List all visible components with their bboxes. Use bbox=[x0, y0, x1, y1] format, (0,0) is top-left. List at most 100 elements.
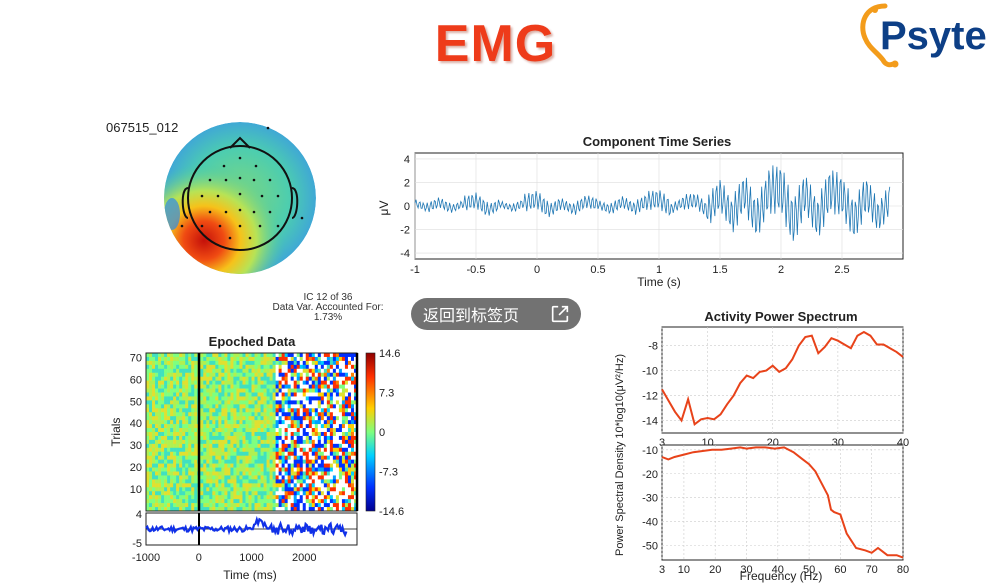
colorbar-tick: -7.3 bbox=[379, 467, 398, 479]
epoched-y-tick: 60 bbox=[130, 374, 142, 386]
colorbar-tick: 7.3 bbox=[379, 388, 394, 400]
time-series-y-tick: 0 bbox=[404, 201, 410, 213]
spectrum-y-tick: -14 bbox=[642, 416, 658, 428]
spectrum-top-axes bbox=[661, 326, 904, 434]
time-series-title: Component Time Series bbox=[583, 134, 732, 149]
colorbar-tick: 14.6 bbox=[379, 348, 400, 360]
time-series-y-tick: -4 bbox=[400, 248, 410, 260]
back-to-tab-label: 返回到标签页 bbox=[423, 306, 520, 325]
erp-line bbox=[145, 515, 348, 539]
electrode-dot bbox=[200, 194, 204, 198]
colorbar-tick: 0 bbox=[379, 427, 385, 439]
epoched-x-tick: 0 bbox=[196, 552, 202, 564]
erp-y-tick: 4 bbox=[136, 509, 142, 521]
electrode-dot bbox=[266, 126, 270, 130]
colorbar-tick: -14.6 bbox=[379, 506, 404, 518]
spectrum-y-tick: -12 bbox=[642, 391, 658, 403]
time-series-x-tick: -0.5 bbox=[467, 264, 486, 276]
time-series-y-tick: -2 bbox=[400, 225, 410, 237]
nose-outline bbox=[229, 136, 251, 149]
electrode-dot bbox=[238, 156, 242, 160]
electrode-dot bbox=[208, 178, 212, 182]
back-to-tab-button[interactable]: 返回到标签页 bbox=[411, 298, 581, 330]
electrode-dot bbox=[224, 178, 228, 182]
spectrum-x-tick: 70 bbox=[866, 564, 878, 576]
right-ear-outline bbox=[291, 187, 299, 219]
scalp-topography-map bbox=[164, 122, 316, 274]
electrode-dot bbox=[268, 178, 272, 182]
left-ear-outline bbox=[181, 187, 189, 219]
electrode-dot bbox=[218, 224, 222, 228]
spectrum-x-tick: 3 bbox=[659, 437, 665, 449]
electrode-dot bbox=[224, 210, 228, 214]
time-series-y-tick: 2 bbox=[404, 177, 410, 189]
electrode-dot bbox=[300, 216, 304, 220]
activity-power-spectrum-plot: Activity Power Spectrum 3 10 20 30 40 -8 -10 -… bbox=[614, 309, 909, 583]
time-series-x-tick: 2 bbox=[778, 264, 784, 276]
electrode-dot bbox=[228, 236, 232, 240]
spectrum-ylabel: Power Spectral Density 10*log10(μV²/Hz) bbox=[614, 354, 626, 556]
electrode-dot bbox=[258, 224, 262, 228]
spectrum-x-tick: 30 bbox=[740, 564, 752, 576]
epoched-y-tick: 70 bbox=[130, 352, 142, 364]
spectrum-x-tick: 40 bbox=[772, 564, 784, 576]
ic-info-line2: Data Var. Accounted For: bbox=[272, 302, 384, 313]
spectrum-x-tick: 50 bbox=[803, 564, 815, 576]
spectrum-y-tick: -10 bbox=[642, 445, 658, 457]
slide-title: EMG bbox=[434, 15, 557, 73]
time-series-line bbox=[414, 165, 891, 241]
head-outline bbox=[187, 145, 293, 251]
epoched-xlabel: Time (ms) bbox=[223, 568, 277, 582]
electrode-dot bbox=[260, 194, 264, 198]
spectrum-y-tick: -10 bbox=[642, 366, 658, 378]
electrode-dot bbox=[238, 208, 242, 212]
epoched-y-tick: 40 bbox=[130, 418, 142, 430]
spectrum-x-tick: 80 bbox=[897, 564, 909, 576]
electrode-dot bbox=[238, 176, 242, 180]
erp-y-tick: -5 bbox=[132, 538, 142, 550]
external-link-icon bbox=[551, 305, 569, 323]
epoched-y-tick: 10 bbox=[130, 484, 142, 496]
dataset-label: 067515_012 bbox=[106, 120, 179, 135]
electrode-dot bbox=[276, 194, 280, 198]
electrode-dot bbox=[252, 178, 256, 182]
electrode-dot bbox=[200, 224, 204, 228]
electrode-dot bbox=[248, 236, 252, 240]
spectrum-x-tick: 10 bbox=[678, 564, 690, 576]
time-series-x-tick: 1.5 bbox=[712, 264, 727, 276]
time-series-y-tick: 4 bbox=[404, 154, 410, 166]
spectrum-x-tick: 20 bbox=[709, 564, 721, 576]
time-series-x-tick: 0 bbox=[534, 264, 540, 276]
epoched-y-tick: 30 bbox=[130, 440, 142, 452]
spectrum-y-tick: -30 bbox=[642, 493, 658, 505]
spectrum-bottom-line bbox=[661, 446, 904, 559]
epoched-y-tick: 50 bbox=[130, 396, 142, 408]
electrode-dot bbox=[238, 192, 242, 196]
spectrum-x-tick: 3 bbox=[659, 564, 665, 576]
ic-info-line1: IC 12 of 36 bbox=[303, 292, 353, 303]
time-series-ylabel: μV bbox=[377, 201, 391, 216]
epoched-x-tick: 1000 bbox=[239, 552, 263, 564]
electrode-dot bbox=[180, 224, 184, 228]
spectrum-x-tick: 60 bbox=[834, 564, 846, 576]
spectrum-y-tick: -50 bbox=[642, 541, 658, 553]
spectrum-bottom-axes bbox=[661, 444, 904, 561]
electrode-dot bbox=[268, 210, 272, 214]
epoched-ylabel: Trials bbox=[109, 418, 123, 447]
spectrum-xlabel: Frequency (Hz) bbox=[740, 569, 823, 583]
electrode-dot bbox=[216, 194, 220, 198]
time-series-x-tick: 0.5 bbox=[590, 264, 605, 276]
spectrum-y-tick: -8 bbox=[648, 341, 658, 353]
spectrum-y-tick: -40 bbox=[642, 517, 658, 529]
psytech-logo bbox=[860, 3, 899, 68]
electrode-dot bbox=[254, 164, 258, 168]
epoched-title: Epoched Data bbox=[209, 334, 296, 349]
component-time-series-plot: Component Time Series -1 -0.5 0 0.5 1 1.5 2 2.5… bbox=[377, 134, 904, 289]
ic-info-line3: 1.73% bbox=[313, 312, 343, 323]
epoched-y-tick: 20 bbox=[130, 462, 142, 474]
ic-info: IC 12 of 36 Data Var. Accounted For: 1.7… bbox=[258, 293, 398, 323]
epoch-image bbox=[146, 353, 358, 512]
logo-text: Psyte bbox=[880, 14, 987, 58]
epoched-x-tick: -1000 bbox=[132, 552, 160, 564]
